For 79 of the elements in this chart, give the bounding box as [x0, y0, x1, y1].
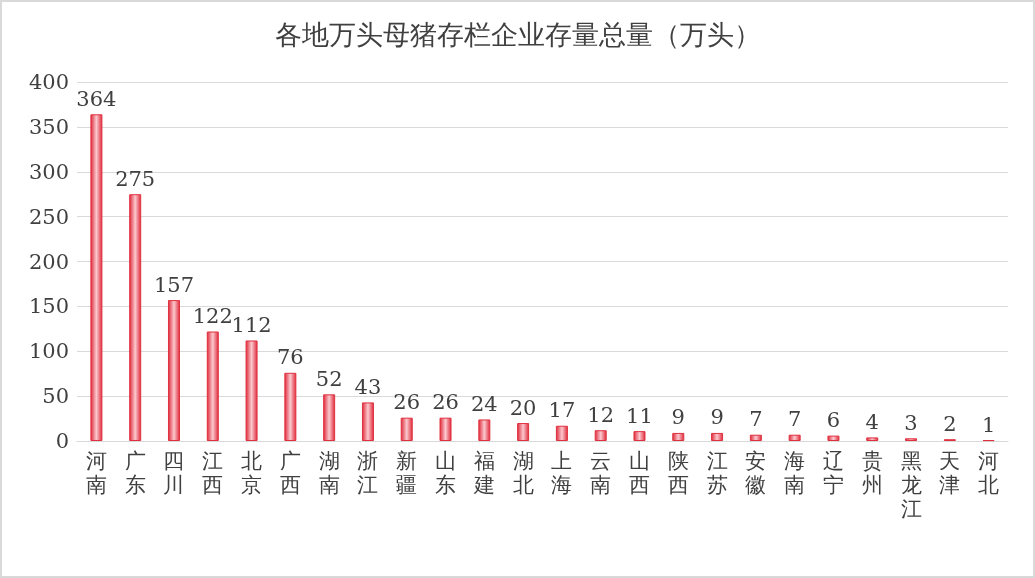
- x-tick-label: 陕西: [667, 449, 689, 497]
- bar: [323, 394, 336, 441]
- data-label: 4: [865, 409, 879, 434]
- y-tick-label: 0: [55, 429, 69, 453]
- x-tick-label: 新疆: [396, 449, 418, 497]
- x-tick-label: 云南: [590, 449, 612, 497]
- x-tick-label: 广西: [279, 449, 301, 497]
- bar: [478, 419, 491, 441]
- y-tick-label: 400: [28, 70, 69, 94]
- data-label: 6: [826, 408, 841, 433]
- y-tick-label: 100: [28, 339, 69, 364]
- x-tick-label: 浙江: [357, 449, 379, 497]
- bar: [129, 194, 142, 441]
- data-label: 9: [710, 405, 724, 430]
- y-tick-label: 150: [28, 294, 69, 319]
- data-label: 122: [192, 304, 233, 329]
- x-tick-label: 贵州: [861, 449, 883, 497]
- x-tick-label: 广东: [124, 449, 146, 497]
- x-tick-label: 河南: [85, 449, 107, 497]
- data-label: 364: [76, 86, 117, 111]
- data-label: 7: [787, 407, 802, 432]
- bar: [284, 372, 297, 441]
- data-label: 26: [432, 390, 459, 415]
- data-label: 112: [231, 312, 272, 337]
- x-tick-label: 湖南: [318, 449, 340, 497]
- data-label: 43: [354, 374, 382, 399]
- y-tick-label: 50: [42, 384, 69, 409]
- data-label: 20: [509, 395, 537, 420]
- x-tick-label: 江西: [202, 449, 224, 497]
- y-tick-label: 300: [28, 159, 69, 184]
- x-tick-label: 辽宁: [822, 449, 844, 497]
- x-tick-label: 天津: [939, 449, 961, 497]
- bar: [400, 417, 413, 441]
- bar: [517, 423, 530, 441]
- x-tick-label: 四川: [163, 449, 185, 497]
- bar: [206, 331, 219, 441]
- bar: [788, 434, 801, 441]
- data-label: 1: [981, 412, 996, 437]
- bar: [672, 432, 685, 441]
- x-tick-label: 山东: [435, 449, 457, 497]
- data-label: 2: [943, 411, 957, 436]
- data-label: 17: [548, 398, 576, 423]
- bar: [827, 435, 840, 441]
- bar: [749, 434, 762, 441]
- x-tick-label: 黑龙江: [900, 449, 922, 521]
- data-label: 11: [626, 403, 653, 428]
- data-label: 157: [153, 272, 195, 297]
- data-label: 76: [276, 345, 304, 370]
- bar: [711, 432, 724, 441]
- bar: [866, 437, 879, 441]
- x-tick-label: 江苏: [706, 449, 728, 497]
- data-label: 275: [115, 166, 156, 191]
- data-label: 12: [587, 402, 615, 427]
- data-label: 9: [671, 405, 685, 430]
- data-label: 26: [393, 390, 421, 415]
- bar: [555, 425, 568, 441]
- bar: [167, 300, 180, 441]
- data-label: 52: [315, 366, 343, 391]
- x-tick-label: 安徽: [745, 449, 767, 497]
- chart-title: 各地万头母猪存栏企业存量总量（万头）: [274, 19, 761, 50]
- data-label: 3: [904, 410, 918, 435]
- x-tick-label: 海南: [784, 449, 806, 497]
- y-tick-label: 250: [28, 204, 69, 229]
- data-label: 24: [470, 391, 498, 416]
- bar: [245, 340, 258, 441]
- x-tick-label: 上海: [551, 449, 573, 497]
- x-tick-label: 河北: [978, 449, 1000, 497]
- x-tick-label: 福建: [472, 449, 495, 497]
- y-tick-label: 350: [28, 114, 69, 139]
- data-label: 7: [749, 407, 763, 432]
- y-tick-label: 200: [28, 249, 69, 274]
- bar: [361, 402, 374, 441]
- bar: [439, 417, 452, 441]
- x-tick-label: 北京: [241, 449, 263, 497]
- bar: [633, 431, 646, 441]
- bar: [594, 430, 607, 441]
- bar: [90, 114, 103, 441]
- x-tick-label: 山西: [628, 449, 650, 497]
- x-tick-label: 湖北: [512, 449, 534, 497]
